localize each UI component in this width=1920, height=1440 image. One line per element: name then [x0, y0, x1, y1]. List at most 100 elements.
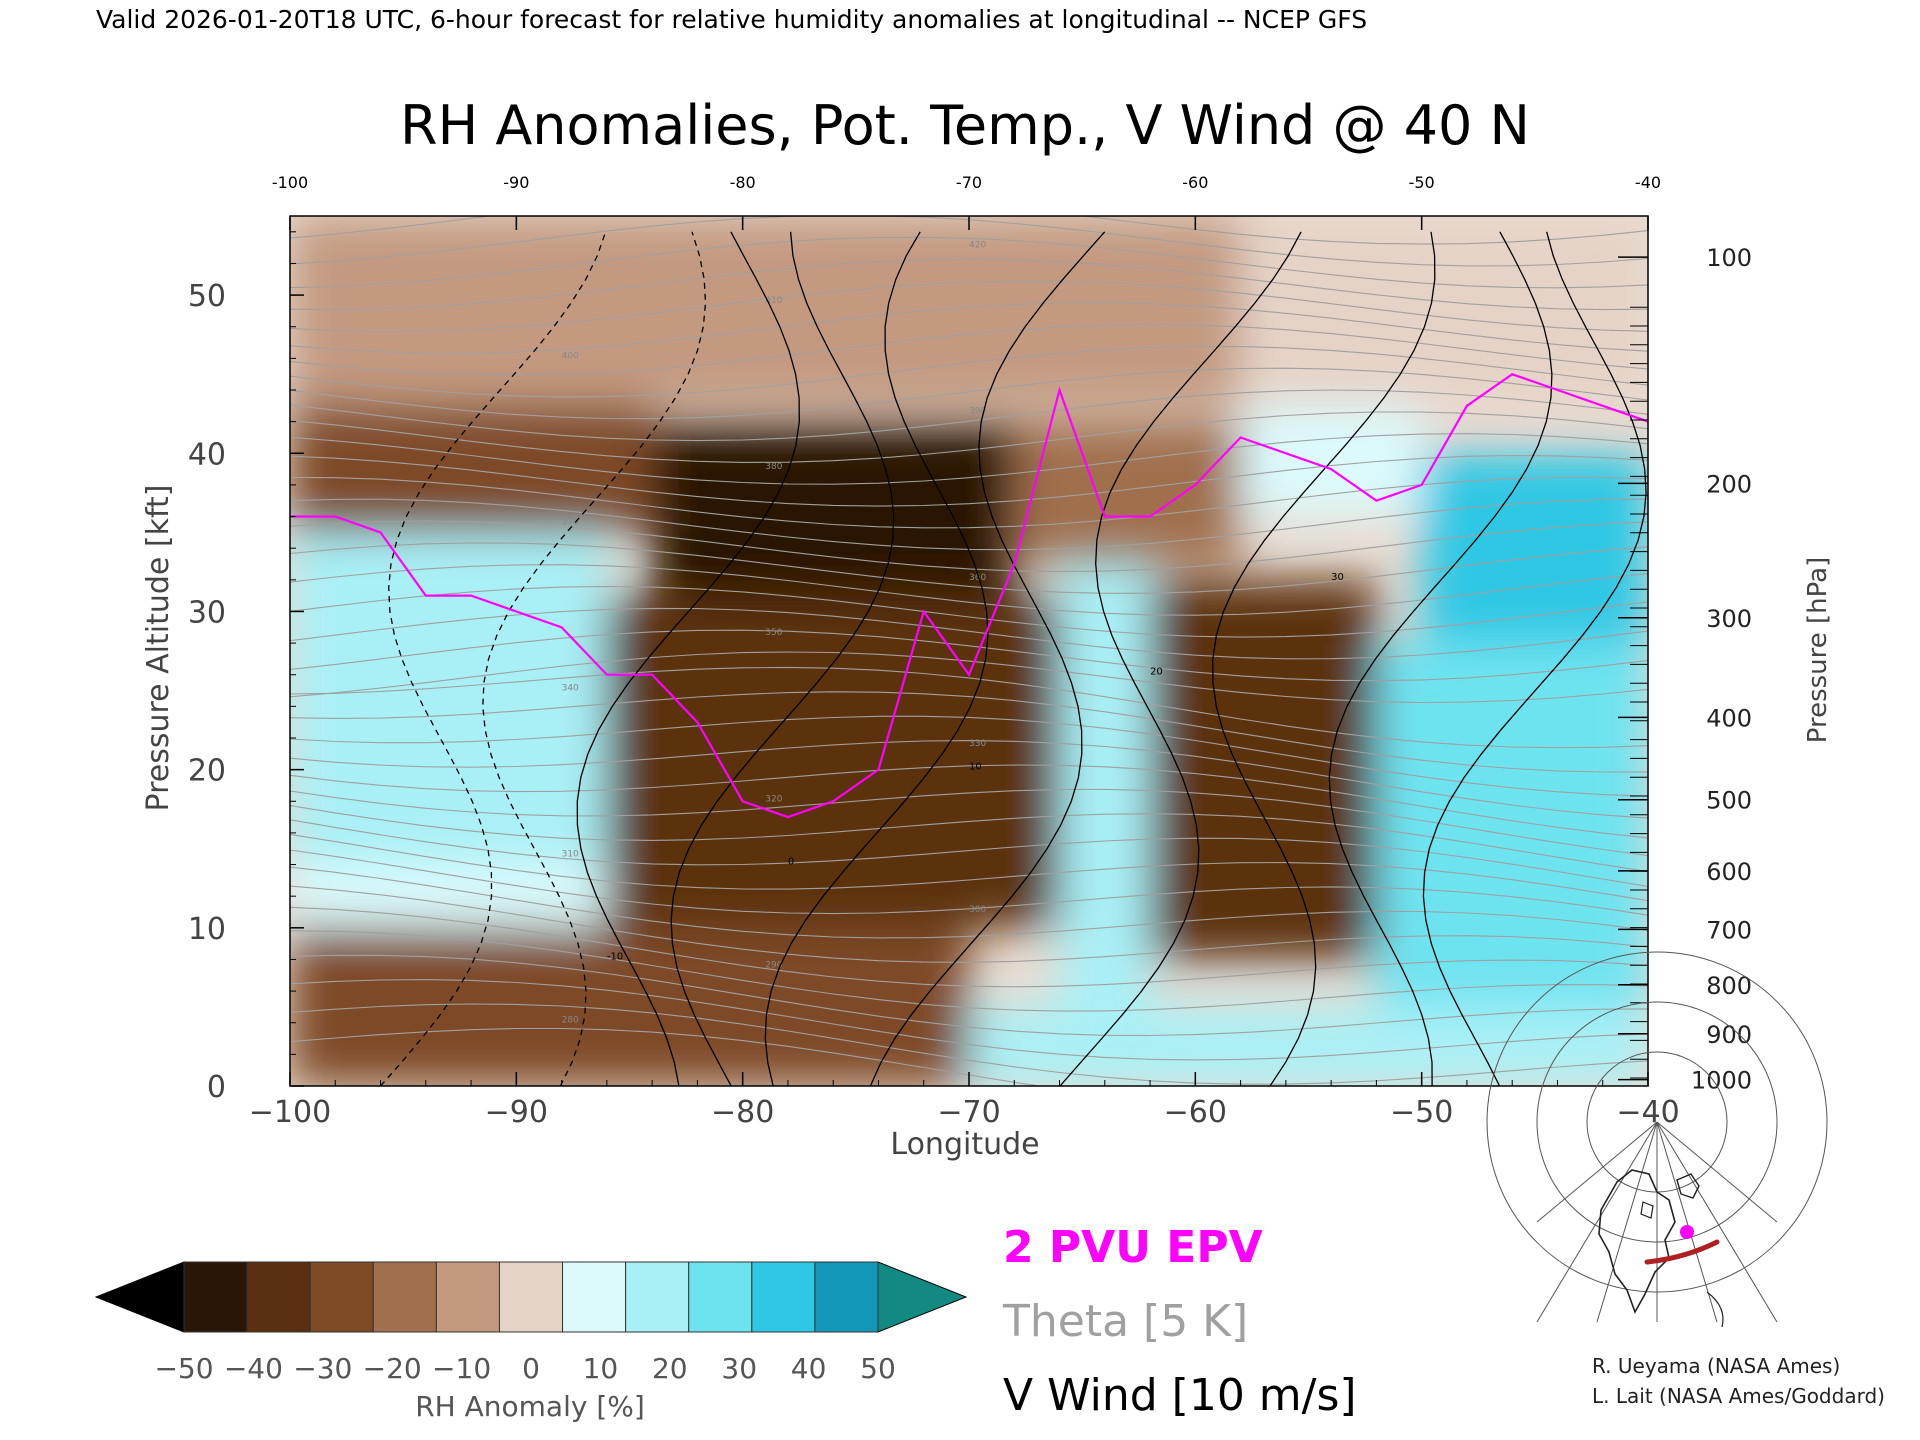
pressure-tick-label: 500 — [1706, 787, 1752, 815]
rh-cell — [290, 216, 630, 406]
colorbar-tick-label: 20 — [652, 1352, 688, 1385]
vwind-contour-label: 30 — [1331, 572, 1344, 583]
theta-contour — [290, 216, 1648, 245]
theta-contour — [290, 302, 1648, 354]
theta-contour — [290, 367, 1648, 420]
rh-cell — [629, 216, 969, 406]
colorbar-swatch — [688, 1261, 753, 1333]
rh-cell — [1240, 216, 1648, 406]
theta-contour — [290, 629, 1648, 682]
colorbar-tick-label: 50 — [860, 1352, 896, 1385]
vwind-contour — [869, 231, 1106, 1086]
y-axis-label-left: Pressure Altitude [kft] — [141, 485, 176, 812]
x-top-tick-label: -40 — [1635, 173, 1661, 192]
chart-title: RH Anomalies, Pot. Temp., V Wind @ 40 N — [400, 94, 1530, 157]
theta-contour — [290, 691, 1648, 773]
credit-line-2: L. Lait (NASA Ames/Goddard) — [1592, 1384, 1885, 1408]
y-tick-label: 10 — [188, 912, 226, 947]
y-tick-label: 30 — [188, 595, 226, 630]
pressure-tick-label: 900 — [1706, 1021, 1752, 1049]
pressure-tick-label: 100 — [1706, 244, 1752, 272]
colorbar-over-arrow — [877, 1261, 968, 1333]
vwind-contour — [1059, 231, 1302, 1086]
rh-cell — [290, 532, 607, 865]
plot-area: 2802903003103203303403503603703803904004… — [290, 216, 1648, 1086]
theta-contour-label: 350 — [765, 628, 782, 638]
theta-contour — [290, 666, 1648, 749]
colorbar-swatch — [183, 1261, 248, 1333]
theta-contour — [290, 849, 1648, 916]
rh-cell — [1150, 579, 1377, 960]
theta-contour-label: 310 — [562, 850, 579, 860]
legend: 2 PVU EPV Theta [5 K] V Wind [10 m/s] — [1002, 1222, 1357, 1421]
x-tick-label: −80 — [711, 1095, 774, 1130]
vwind-contour — [482, 231, 707, 1086]
y-tick-label: 0 — [207, 1070, 226, 1105]
theta-contour — [290, 764, 1648, 839]
x-tick-label: −50 — [1390, 1095, 1453, 1130]
theta-contour — [290, 979, 1648, 1061]
rh-cell — [1421, 453, 1648, 644]
colorbar-swatch — [625, 1261, 690, 1333]
rh-cell — [290, 405, 653, 533]
colorbar-swatch — [246, 1261, 311, 1333]
colorbar-under-arrow — [94, 1261, 185, 1333]
theta-contour-label: 300 — [969, 905, 986, 915]
colorbar-tick-label: 0 — [522, 1352, 540, 1385]
theta-contour-label: 280 — [562, 1016, 579, 1026]
theta-contour — [290, 833, 1648, 902]
epv-2pvu-line — [290, 372, 1648, 819]
colorbar-swatch — [498, 1261, 564, 1333]
vwind-contour-label: 0 — [788, 857, 794, 868]
theta-contour — [290, 930, 1648, 1012]
theta-contour — [290, 323, 1648, 376]
pressure-tick-label: 300 — [1706, 605, 1752, 633]
theta-contours: 2802903003103203303403503603703803904004… — [290, 216, 1648, 1086]
theta-contour-label: 410 — [765, 296, 782, 306]
colorbar-swatch — [309, 1261, 374, 1333]
y-axis-label-right: Pressure [hPa] — [1803, 557, 1833, 744]
theta-contour-label: 400 — [562, 351, 579, 361]
vwind-contour — [380, 231, 607, 1086]
colorbar-tick-label: −50 — [154, 1352, 213, 1385]
theta-contour — [290, 607, 1648, 660]
legend-epv: 2 PVU EPV — [1003, 1222, 1263, 1273]
colorbar-swatch — [751, 1261, 816, 1333]
theta-contour — [290, 411, 1648, 463]
rh-cell — [606, 595, 1060, 928]
rh-anomaly-field — [290, 216, 1648, 1086]
x-top-tick-label: -90 — [503, 173, 529, 192]
colorbar-swatch — [562, 1261, 627, 1333]
x-axis-label: Longitude — [890, 1127, 1039, 1162]
theta-contour-label: 290 — [765, 960, 782, 970]
x-top-tick-label: -70 — [956, 173, 982, 192]
theta-contour — [290, 866, 1648, 939]
rh-cell — [969, 1006, 1648, 1086]
theta-contour — [290, 805, 1648, 873]
x-top-tick-label: -100 — [272, 173, 308, 192]
theta-contour — [290, 520, 1648, 573]
theta-contour — [290, 651, 1648, 704]
x-tick-label: −100 — [249, 1095, 331, 1130]
theta-contour-label: 390 — [969, 407, 986, 417]
theta-contour — [290, 542, 1648, 594]
colorbar-swatch — [372, 1261, 437, 1333]
theta-contour — [290, 389, 1648, 442]
colorbar-tick-label: −20 — [363, 1352, 422, 1385]
y-tick-label: 40 — [188, 437, 226, 472]
axes: −100-100−90-90−80-80−70-70−60-60−50-50−4… — [188, 173, 1752, 1130]
vwind-contour — [1422, 231, 1647, 1086]
x-top-tick-label: -50 — [1409, 173, 1435, 192]
pressure-tick-label: 700 — [1706, 916, 1752, 944]
theta-contour — [290, 345, 1648, 398]
vwind-contour — [764, 231, 989, 1086]
rh-cell — [1014, 421, 1241, 564]
theta-contour — [290, 715, 1648, 797]
theta-contour-label: 370 — [562, 517, 579, 527]
theta-contour-label: 320 — [765, 794, 782, 804]
pressure-tick-label: 200 — [1706, 470, 1752, 498]
theta-contour-label: 340 — [562, 684, 579, 694]
theta-contour-label: 420 — [969, 241, 986, 251]
theta-contour — [290, 585, 1648, 638]
